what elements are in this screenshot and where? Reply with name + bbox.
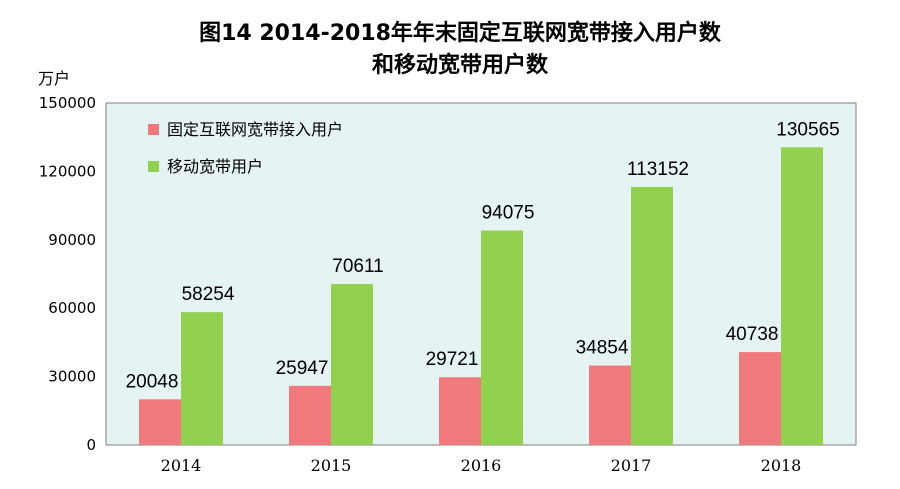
data-label-mobile-2014: 58254: [182, 284, 235, 305]
data-label-fixed-2014: 20048: [126, 371, 179, 392]
bar-mobile-2016: [481, 230, 523, 445]
bar-mobile-2014: [181, 312, 223, 445]
legend-swatch-mobile: [148, 161, 159, 172]
bar-fixed-2018: [739, 352, 781, 445]
y-tick-label: 90000: [48, 231, 96, 249]
y-tick-label: 30000: [48, 368, 96, 386]
bar-fixed-2014: [139, 399, 181, 445]
data-label-mobile-2015: 70611: [332, 256, 383, 277]
data-label-mobile-2018: 130565: [776, 119, 839, 140]
data-label-fixed-2016: 29721: [426, 349, 479, 370]
data-label-fixed-2017: 34854: [576, 338, 629, 359]
y-tick-label: 0: [86, 436, 96, 454]
data-label-fixed-2015: 25947: [276, 358, 329, 379]
x-tick-label: 2014: [161, 456, 202, 475]
legend-label-fixed: 固定互联网宽带接入用户: [167, 120, 343, 139]
y-tick-label: 60000: [48, 299, 96, 317]
data-label-mobile-2016: 94075: [482, 203, 535, 224]
bar-mobile-2017: [631, 187, 673, 446]
legend-swatch-fixed: [148, 124, 159, 135]
y-axis-unit: 万户: [38, 69, 70, 88]
x-tick-label: 2015: [311, 456, 352, 475]
x-tick-label: 2018: [761, 456, 802, 475]
bar-fixed-2017: [589, 365, 631, 445]
data-label-mobile-2017: 113152: [627, 159, 689, 180]
chart-title-line1: 图14 2014-2018年年末固定互联网宽带接入用户数: [199, 20, 722, 46]
data-label-fixed-2018: 40738: [726, 324, 779, 345]
legend-label-mobile: 移动宽带用户: [167, 157, 263, 176]
bar-mobile-2018: [781, 147, 823, 445]
x-tick-label: 2016: [461, 456, 502, 475]
bar-fixed-2016: [439, 377, 481, 445]
y-tick-label: 120000: [39, 162, 96, 180]
x-tick-label: 2017: [611, 456, 652, 475]
bar-mobile-2015: [331, 284, 373, 445]
chart-title-line2: 和移动宽带用户数: [372, 52, 549, 78]
y-tick-label: 150000: [39, 94, 96, 112]
bar-fixed-2015: [289, 385, 331, 445]
